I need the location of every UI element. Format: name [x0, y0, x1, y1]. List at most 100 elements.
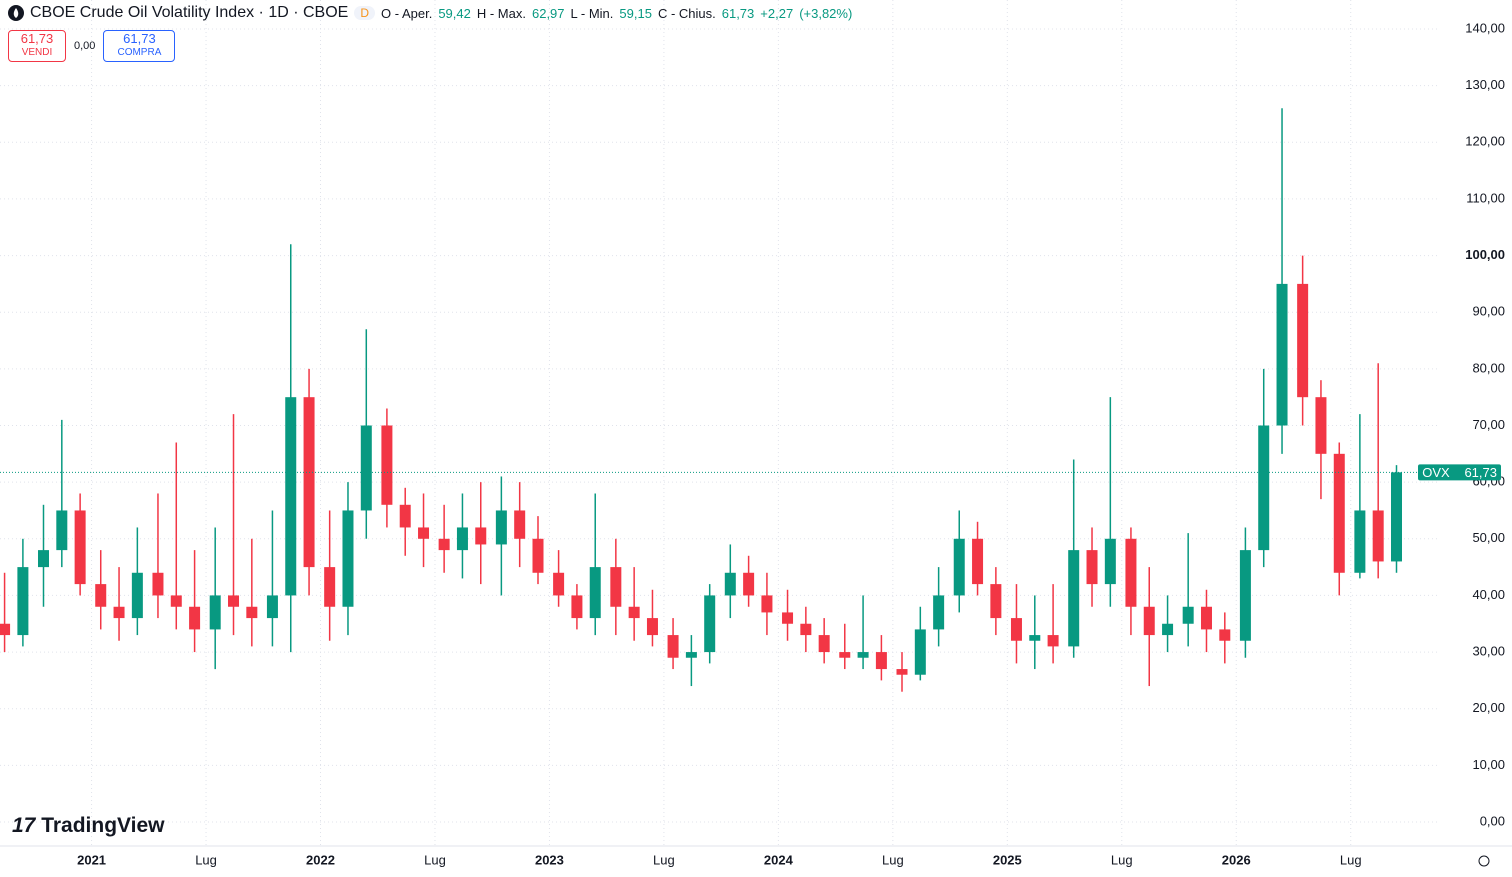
y-tick-label: 100,00	[1465, 247, 1505, 262]
symbol-tag: OVX	[1422, 465, 1450, 480]
candle-body	[610, 567, 622, 607]
candle-body	[724, 572, 736, 596]
x-tick-label: Lug	[882, 852, 904, 867]
candle-body	[685, 652, 697, 658]
last-price-tag	[1418, 464, 1501, 481]
candle-body	[1029, 635, 1041, 641]
candle-body	[1219, 629, 1231, 641]
y-tick-label: 10,00	[1472, 757, 1505, 772]
x-tick-label: 2024	[764, 852, 794, 867]
badge[interactable]: D	[354, 6, 375, 20]
candle-body	[399, 504, 411, 528]
candle-body	[1372, 510, 1384, 562]
candle-body	[381, 425, 393, 505]
candle-body	[360, 425, 372, 511]
logo-text: TradingView	[41, 814, 165, 837]
candle-body	[131, 572, 143, 619]
candle-body	[1143, 606, 1155, 636]
candle-body	[246, 606, 258, 619]
x-tick-label: 2023	[535, 852, 564, 867]
symbol-title[interactable]: CBOE Crude Oil Volatility Index · 1D · C…	[30, 4, 349, 21]
candle-body	[209, 595, 221, 630]
candle-body	[1125, 538, 1137, 607]
x-tick-label: Lug	[195, 852, 217, 867]
candle-body	[266, 595, 278, 619]
candle-body	[495, 510, 507, 545]
y-tick-label: 90,00	[1472, 304, 1505, 319]
candle-body	[1104, 538, 1116, 585]
candle-body	[514, 510, 526, 539]
candle-body	[1354, 510, 1366, 573]
buy-button[interactable]: 61,73 COMPRA	[103, 30, 176, 62]
symbol-header: CBOE Crude Oil Volatility Index · 1D · C…	[8, 4, 852, 22]
ohlc-label: H - Max.	[476, 5, 526, 21]
candle-body	[875, 652, 887, 670]
candle-body	[475, 527, 487, 545]
y-tick-label: 20,00	[1472, 700, 1505, 715]
symbol-icon	[8, 5, 24, 21]
candle-body	[990, 584, 1002, 619]
candle-body	[571, 595, 583, 619]
candle-body	[228, 595, 240, 607]
change-pct: (+3,82%)	[799, 5, 853, 21]
candle-body	[438, 538, 450, 551]
candle-body	[646, 618, 658, 636]
candle-body	[953, 538, 965, 596]
y-tick-label: 40,00	[1472, 587, 1505, 602]
candle-body	[532, 538, 544, 573]
candle-body	[1391, 472, 1403, 562]
candle-body	[324, 567, 336, 607]
candle-body	[857, 652, 869, 658]
candle-body	[589, 567, 601, 619]
candle-body	[37, 550, 49, 568]
y-tick-label: 120,00	[1465, 134, 1505, 149]
candle-body	[628, 606, 640, 619]
candle-body	[152, 572, 164, 596]
candle-body	[418, 527, 430, 539]
candle-body	[933, 595, 945, 630]
x-tick-label: 2026	[1222, 852, 1251, 867]
logo[interactable]: 17 TradingView	[12, 814, 165, 837]
candle-body	[782, 612, 794, 624]
x-tick-label: Lug	[653, 852, 675, 867]
y-tick-label: 70,00	[1472, 417, 1505, 432]
x-tick-label: Lug	[424, 852, 446, 867]
candle-body	[914, 629, 926, 675]
x-tick-label: 2022	[306, 852, 335, 867]
candle-body	[56, 510, 68, 551]
candle-body	[1086, 550, 1098, 585]
candle-body	[1258, 425, 1270, 551]
x-tick-label: 2021	[77, 852, 106, 867]
candle-body	[1315, 397, 1327, 454]
x-tick-label: 2025	[993, 852, 1022, 867]
y-tick-label: 30,00	[1472, 644, 1505, 659]
candle-body	[1182, 606, 1194, 624]
candle-body	[667, 635, 679, 658]
candle-body	[704, 595, 716, 653]
candle-body	[1010, 618, 1022, 641]
candle-body	[189, 606, 201, 630]
candle-body	[0, 623, 11, 636]
y-tick-label: 80,00	[1472, 360, 1505, 375]
y-tick-label: 50,00	[1472, 530, 1505, 545]
candle-body	[839, 652, 851, 658]
sell-button[interactable]: 61,73 VENDI	[8, 30, 66, 62]
candle-body	[456, 527, 468, 551]
candle-body	[95, 584, 107, 607]
ohlc-value: 62,97	[531, 5, 565, 21]
sell-label: VENDI	[21, 47, 53, 58]
trade-buttons: 61,73 VENDI 0,00 61,73 COMPRA	[8, 30, 176, 62]
candle-body	[1162, 623, 1174, 636]
ohlc-value: 59,42	[438, 5, 471, 21]
candle-body	[743, 572, 755, 596]
change: +2,27	[760, 5, 794, 21]
y-tick-label: 140,00	[1465, 20, 1505, 35]
y-tick-label: 110,00	[1466, 190, 1505, 205]
candle-body	[896, 669, 908, 675]
buy-price: 61,73	[123, 31, 156, 46]
candle-body	[1297, 283, 1309, 398]
candle-body	[1333, 453, 1345, 573]
candle-body	[170, 595, 182, 607]
